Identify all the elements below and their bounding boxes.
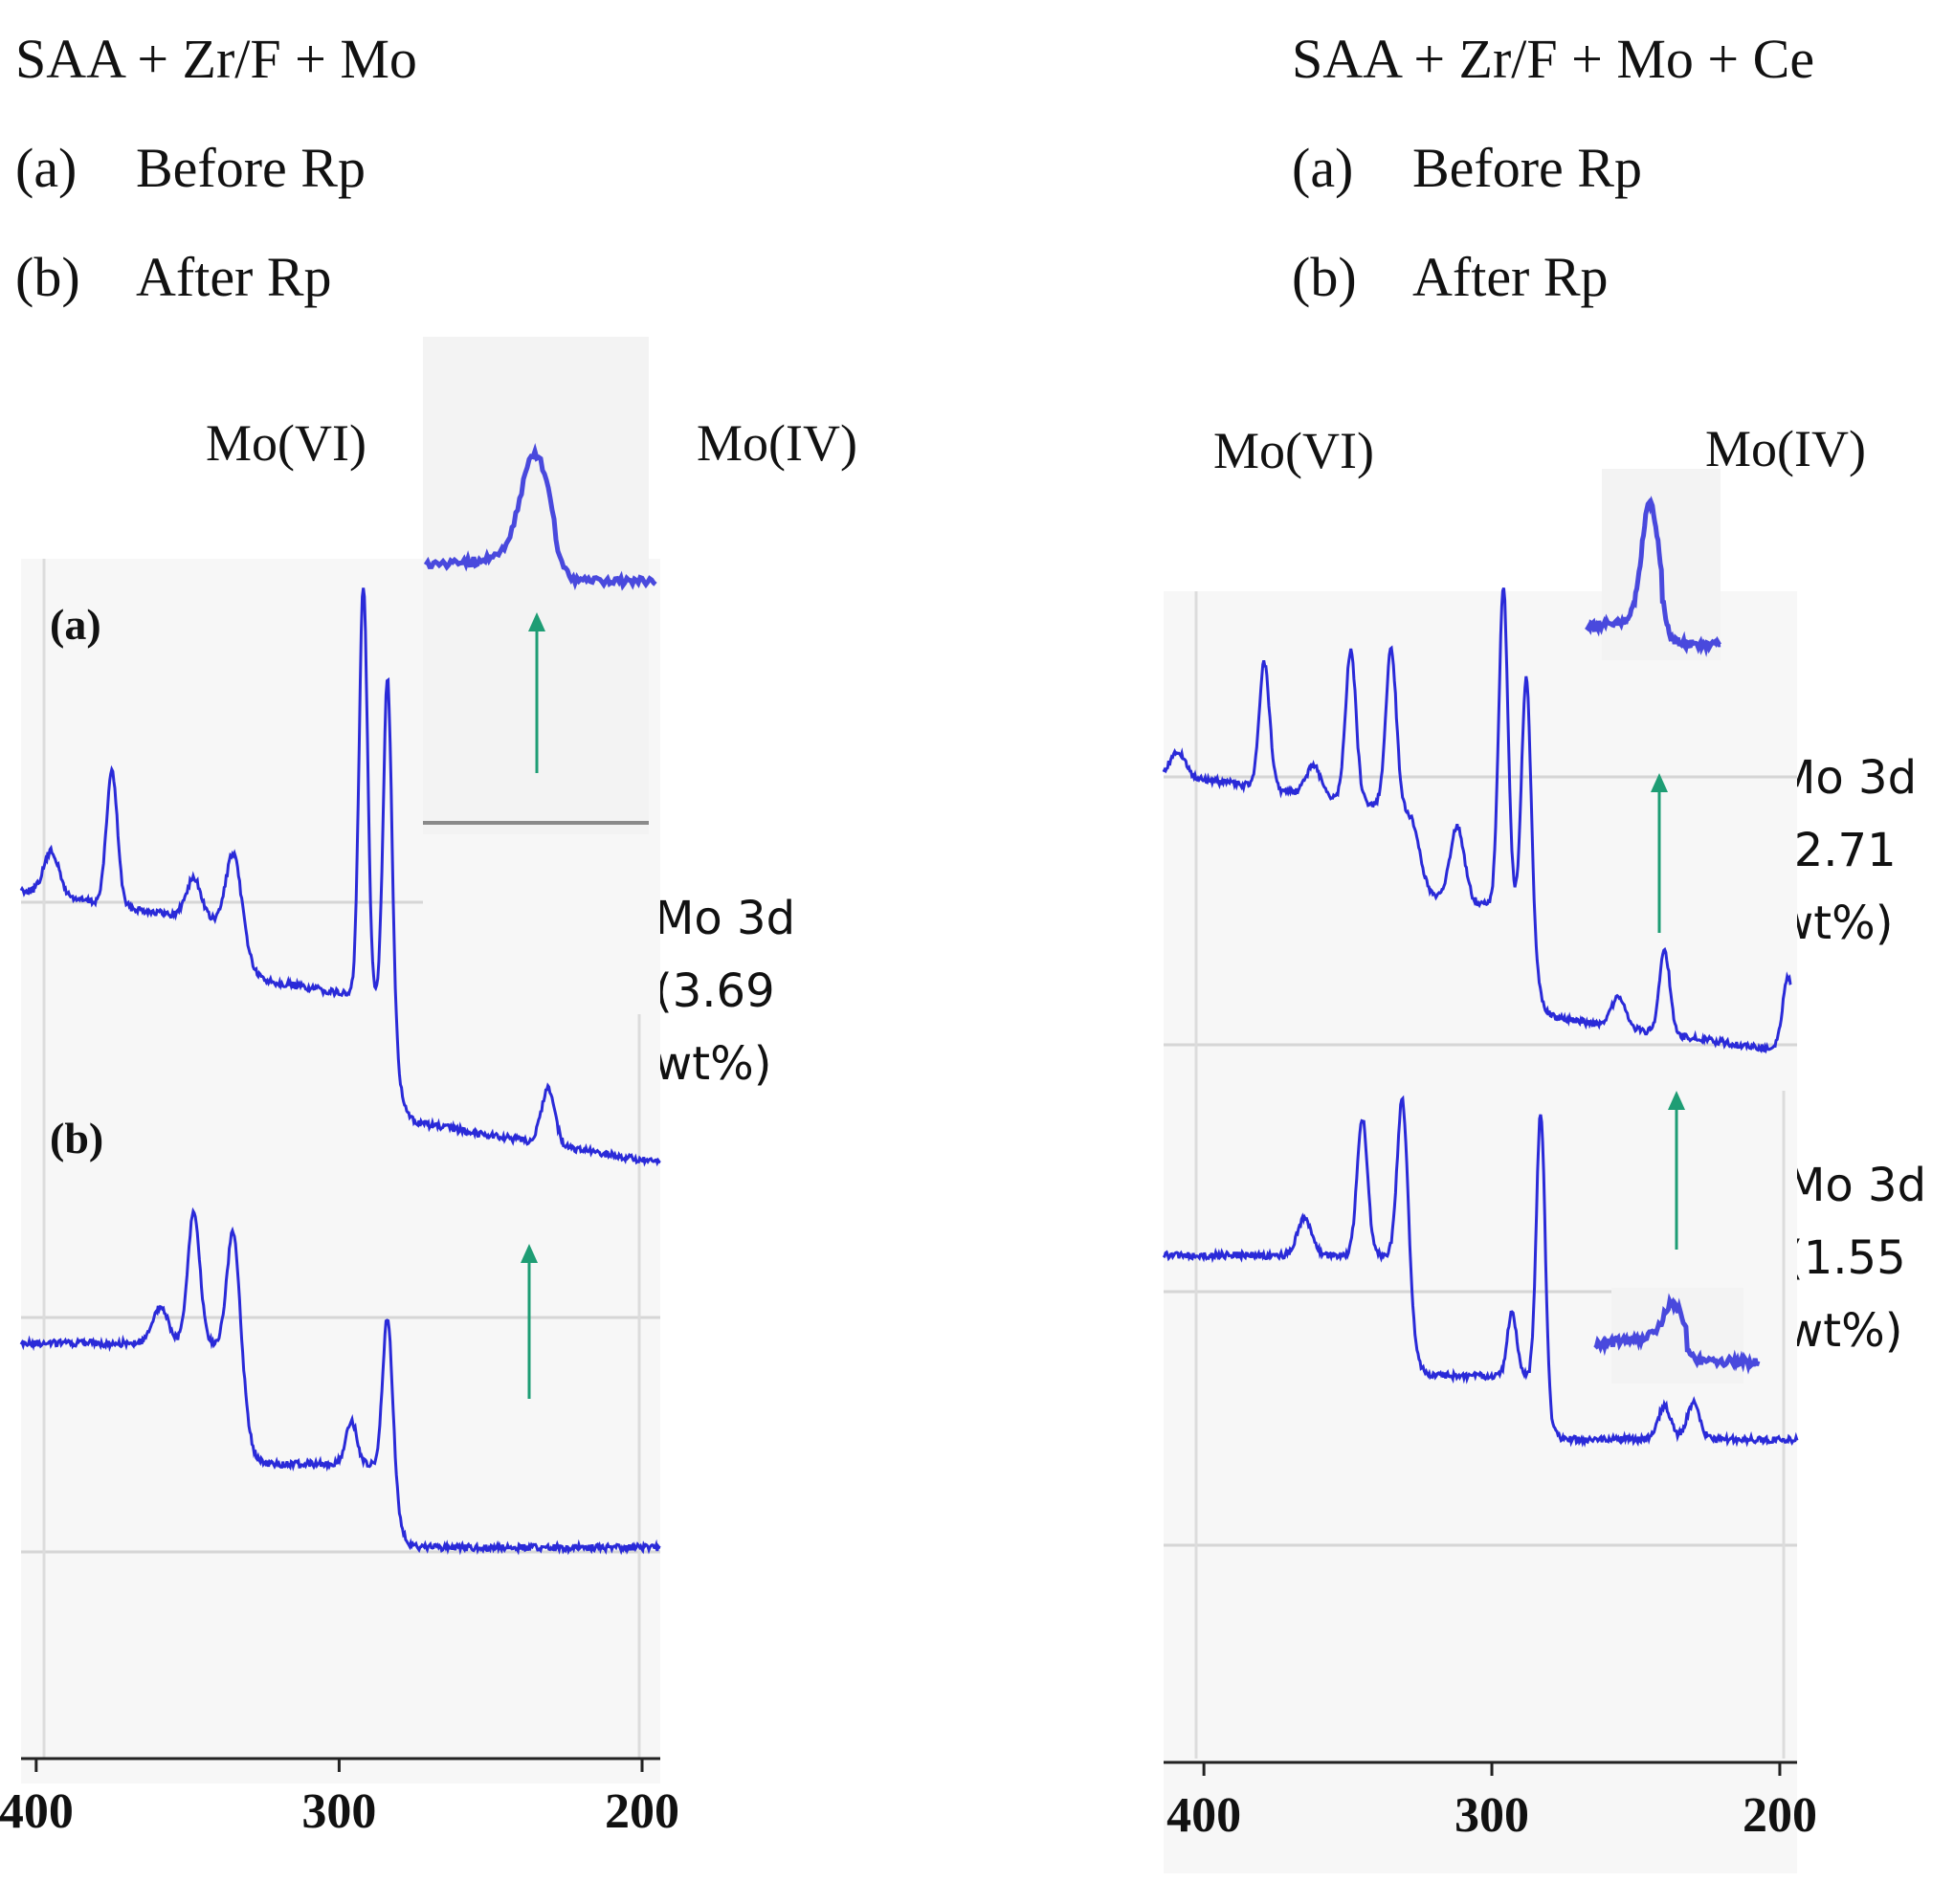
- right-species-label-mo-vi: Mo(VI): [1213, 422, 1374, 479]
- left-mo3d-annotation: Mo 3d (3.69 wt%): [655, 882, 795, 1100]
- left-species-label-mo-vi: Mo(VI): [206, 414, 366, 472]
- right-legend-item-b: (b) After Rp: [1292, 245, 1609, 309]
- green-arrow-icon: [528, 612, 545, 773]
- left-species-label-mo-iv: Mo(IV): [697, 414, 857, 472]
- right-inset-b-spectrum: [1593, 1293, 1761, 1375]
- right-mo3d-b-line-3: wt%): [1786, 1304, 1903, 1358]
- left-mo3d-line-3: wt%): [655, 1037, 772, 1091]
- left-inset-spectrum: [423, 443, 657, 591]
- right-legend-item-a-text: Before Rp: [1412, 137, 1642, 199]
- left-legend-item-a: (a) Before Rp: [15, 136, 366, 200]
- left-legend-item-a-text: Before Rp: [136, 137, 366, 199]
- left-mo3d-line-1: Mo 3d: [655, 892, 796, 945]
- left-legend-item-b-key: (b): [15, 246, 80, 308]
- left-x-tick-label: 400: [0, 1784, 74, 1839]
- left-panel-tag-a: (a): [50, 600, 101, 649]
- left-x-tick-label: 300: [301, 1784, 376, 1839]
- left-spectrum-b: [19, 1207, 661, 1556]
- left-mo3d-line-2: (3.69: [655, 964, 775, 1018]
- green-arrow-icon: [1668, 1091, 1685, 1250]
- right-panel-background: [1164, 591, 1797, 1873]
- right-x-tick-label: 300: [1454, 1788, 1529, 1843]
- left-legend-item-b-text: After Rp: [136, 246, 332, 308]
- right-mo3d-annotation-b: Mo 3d (1.55 wt%): [1786, 1149, 1926, 1367]
- green-arrow-icon: [521, 1244, 538, 1399]
- left-spectrum-a: [19, 587, 661, 1167]
- right-spectrum-b: [1162, 1095, 1799, 1448]
- right-x-tick-label: 200: [1743, 1788, 1817, 1843]
- right-legend-item-b-text: After Rp: [1412, 246, 1609, 308]
- right-inset-a-spectrum: [1585, 495, 1721, 657]
- right-legend-item-a-key: (a): [1292, 137, 1354, 199]
- right-spectrum-a: [1162, 587, 1792, 1054]
- right-figure-title: SAA + Zr/F + Mo + Ce: [1292, 28, 1815, 90]
- right-legend-item-a: (a) Before Rp: [1292, 136, 1642, 200]
- left-legend-item-b: (b) After Rp: [15, 245, 332, 309]
- right-mo3d-a-line-1: Mo 3d: [1776, 751, 1918, 805]
- left-figure-title: SAA + Zr/F + Mo: [15, 28, 417, 90]
- right-legend-item-b-key: (b): [1292, 246, 1357, 308]
- right-x-tick-label: 400: [1166, 1788, 1241, 1843]
- left-x-axis-ticks: 400 300 200: [0, 1759, 679, 1839]
- right-mo3d-b-line-2: (1.55: [1786, 1231, 1906, 1285]
- left-x-tick-label: 200: [605, 1784, 679, 1839]
- right-species-label-mo-iv: Mo(IV): [1705, 420, 1866, 477]
- right-mo3d-b-line-1: Mo 3d: [1786, 1159, 1927, 1212]
- green-arrow-icon: [1651, 773, 1668, 933]
- left-legend-item-a-key: (a): [15, 137, 78, 199]
- left-panel-tag-b: (b): [50, 1114, 103, 1162]
- right-x-axis-ticks: 400 300 200: [1166, 1762, 1817, 1843]
